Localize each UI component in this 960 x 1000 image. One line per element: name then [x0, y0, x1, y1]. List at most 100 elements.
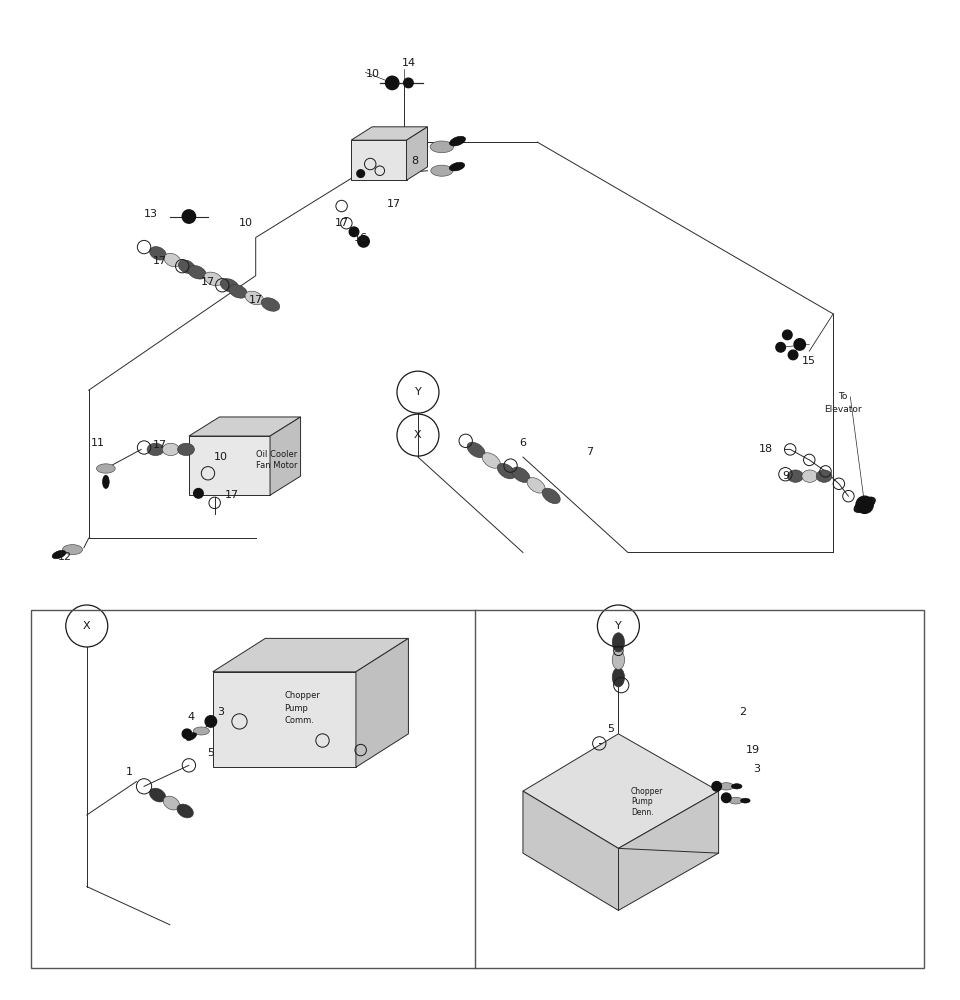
- Ellipse shape: [97, 464, 115, 473]
- Polygon shape: [351, 127, 427, 140]
- Text: 8: 8: [412, 156, 419, 166]
- Ellipse shape: [732, 784, 742, 789]
- Text: Chopper: Chopper: [631, 787, 663, 796]
- Text: 3: 3: [754, 764, 760, 774]
- Ellipse shape: [150, 788, 166, 802]
- Text: 17: 17: [225, 490, 239, 500]
- Polygon shape: [523, 734, 719, 848]
- Text: 6: 6: [519, 438, 526, 448]
- Ellipse shape: [430, 141, 453, 153]
- Ellipse shape: [52, 550, 66, 559]
- Circle shape: [194, 489, 204, 498]
- Circle shape: [712, 782, 722, 791]
- Text: 16: 16: [353, 233, 368, 243]
- Text: Comm.: Comm.: [284, 716, 314, 725]
- Text: 10: 10: [213, 452, 228, 462]
- Text: Elevator: Elevator: [824, 405, 861, 414]
- Text: 14: 14: [401, 58, 416, 68]
- Text: 12: 12: [58, 552, 72, 562]
- Ellipse shape: [62, 545, 83, 555]
- Circle shape: [182, 210, 196, 223]
- Ellipse shape: [612, 668, 625, 687]
- Ellipse shape: [542, 488, 561, 504]
- Circle shape: [403, 78, 413, 88]
- Text: 5: 5: [207, 748, 214, 758]
- Text: 7: 7: [587, 447, 593, 457]
- Ellipse shape: [719, 783, 733, 790]
- Text: 17: 17: [334, 218, 348, 228]
- Text: 10: 10: [366, 69, 380, 79]
- Ellipse shape: [103, 475, 109, 489]
- Circle shape: [722, 793, 731, 803]
- Text: 13: 13: [144, 209, 157, 219]
- Text: 18: 18: [759, 444, 774, 454]
- Ellipse shape: [177, 804, 193, 818]
- Polygon shape: [213, 672, 356, 767]
- Ellipse shape: [729, 797, 742, 804]
- Ellipse shape: [612, 650, 625, 669]
- Text: Fan Motor: Fan Motor: [255, 461, 298, 470]
- Ellipse shape: [162, 443, 180, 456]
- Circle shape: [776, 343, 785, 352]
- Polygon shape: [270, 417, 300, 495]
- Circle shape: [349, 227, 359, 237]
- Text: Pump: Pump: [631, 797, 653, 806]
- Ellipse shape: [245, 291, 263, 305]
- Ellipse shape: [178, 443, 195, 456]
- Text: 3: 3: [217, 707, 224, 717]
- Ellipse shape: [527, 478, 545, 493]
- Ellipse shape: [449, 162, 465, 171]
- Circle shape: [856, 496, 874, 513]
- Ellipse shape: [147, 443, 164, 456]
- Circle shape: [182, 729, 192, 739]
- Polygon shape: [351, 140, 406, 180]
- Ellipse shape: [802, 470, 818, 482]
- Polygon shape: [406, 127, 427, 180]
- Text: 5: 5: [608, 724, 614, 734]
- Ellipse shape: [612, 633, 625, 652]
- Circle shape: [386, 76, 398, 90]
- Text: 4: 4: [187, 712, 194, 722]
- Polygon shape: [213, 638, 408, 672]
- Text: 2: 2: [739, 707, 746, 717]
- Text: 17: 17: [387, 199, 401, 209]
- Ellipse shape: [261, 298, 279, 311]
- Text: 17: 17: [154, 256, 167, 266]
- Text: 1: 1: [126, 767, 133, 777]
- Circle shape: [788, 350, 798, 360]
- Ellipse shape: [468, 442, 485, 458]
- Bar: [32, 610, 924, 968]
- Text: Denn.: Denn.: [631, 808, 654, 817]
- Text: 17: 17: [249, 295, 263, 305]
- Ellipse shape: [204, 272, 223, 286]
- Text: X: X: [414, 430, 421, 440]
- Text: 19: 19: [746, 745, 760, 755]
- Ellipse shape: [482, 453, 500, 468]
- Text: 17: 17: [154, 440, 167, 450]
- Text: Y: Y: [415, 387, 421, 397]
- Text: Chopper: Chopper: [284, 691, 321, 700]
- Text: Oil Cooler: Oil Cooler: [255, 450, 297, 459]
- Polygon shape: [523, 791, 719, 910]
- Text: 9: 9: [781, 471, 789, 481]
- Ellipse shape: [512, 467, 530, 482]
- Text: 10: 10: [239, 218, 253, 228]
- Circle shape: [357, 170, 365, 177]
- Text: To: To: [838, 392, 848, 401]
- Circle shape: [782, 330, 792, 340]
- Ellipse shape: [787, 470, 804, 482]
- Ellipse shape: [188, 266, 206, 279]
- Polygon shape: [189, 436, 270, 495]
- Ellipse shape: [193, 727, 209, 735]
- Polygon shape: [356, 638, 408, 767]
- Ellipse shape: [449, 136, 466, 146]
- Ellipse shape: [816, 470, 832, 482]
- Circle shape: [794, 339, 805, 350]
- Circle shape: [358, 236, 370, 247]
- Ellipse shape: [740, 798, 750, 803]
- Ellipse shape: [186, 733, 197, 740]
- Ellipse shape: [497, 463, 516, 479]
- Ellipse shape: [150, 247, 166, 260]
- Ellipse shape: [228, 285, 248, 298]
- Text: 15: 15: [803, 356, 816, 366]
